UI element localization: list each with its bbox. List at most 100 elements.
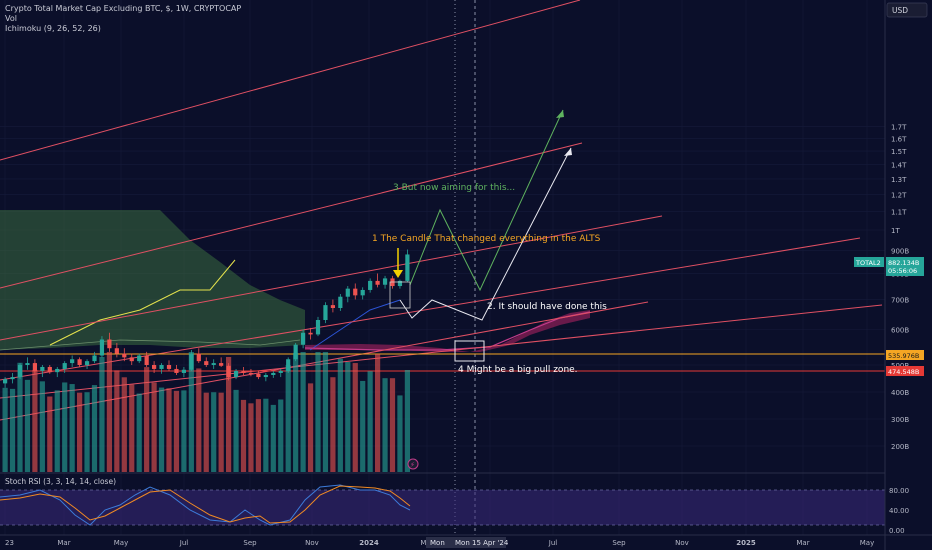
candle-body	[144, 355, 149, 366]
stoch-k-line	[0, 484, 411, 526]
price-label: 600B	[891, 326, 909, 334]
symbol-title[interactable]: Crypto Total Market Cap Excluding BTC, $…	[5, 4, 242, 13]
candle-body	[338, 296, 343, 309]
candle-body	[174, 368, 179, 373]
candle-body	[405, 254, 410, 281]
candle-body	[107, 339, 112, 349]
candle-body	[114, 348, 119, 354]
volume-bar	[226, 356, 232, 472]
projection-white	[399, 147, 572, 321]
candle-body	[55, 368, 60, 373]
volume-bar	[196, 368, 202, 472]
stoch-level-0: 0.00	[889, 527, 905, 535]
volume-bars	[2, 352, 410, 472]
current-price-box	[886, 257, 924, 276]
volume-bar	[293, 352, 299, 472]
candle-body	[263, 375, 268, 378]
price-label: 200B	[891, 443, 909, 451]
price-label: 1.1T	[891, 208, 907, 216]
candle-body	[129, 357, 134, 362]
candle-countdown: 05:56:06	[888, 267, 917, 275]
stoch-label: Stoch RSI (3, 3, 14, 14, close)	[5, 477, 116, 486]
volume-bar	[114, 370, 120, 472]
volume-bar	[285, 365, 291, 472]
volume-bar	[240, 399, 247, 472]
price-label: 1.6T	[891, 135, 907, 143]
volume-bar	[54, 390, 60, 472]
volume-bar	[121, 377, 127, 472]
price-label: 1T	[891, 227, 900, 235]
currency-button-label[interactable]: USD	[892, 6, 908, 15]
candle-body	[397, 280, 403, 287]
volume-bar	[367, 371, 373, 472]
candle-body	[40, 366, 45, 371]
candle-body	[278, 370, 283, 373]
volume-bar	[397, 395, 403, 472]
volume-bar	[151, 382, 157, 472]
volume-bar	[77, 392, 83, 472]
channel-line-4	[0, 237, 861, 381]
volume-bar	[389, 378, 396, 472]
price-label: 1.4T	[891, 161, 907, 169]
yellow-arrow-head	[393, 270, 403, 278]
channel-line-3	[0, 215, 663, 341]
stoch-d-line	[0, 485, 411, 524]
lightning-icon-glyph: ⚡	[410, 461, 415, 469]
support-tag: 535.976B	[888, 352, 919, 360]
ichimoku-legend[interactable]: Ichimoku (9, 26, 52, 26)	[5, 24, 101, 33]
cloud-green-area	[0, 210, 305, 350]
candle-body	[47, 366, 52, 373]
time-label: Mar	[57, 539, 70, 547]
symbol-tag-box	[854, 257, 884, 267]
candle-body	[10, 377, 15, 380]
time-label: Sep	[243, 539, 257, 547]
volume-bar	[255, 399, 261, 472]
volume-bar	[404, 370, 410, 472]
volume-bar	[270, 404, 276, 472]
candle-body	[137, 355, 142, 362]
annotation-candle: 1 The Candle That changed everything in …	[372, 234, 601, 244]
price-label: 1.3T	[891, 176, 907, 184]
candle-body	[122, 353, 127, 358]
volume-bar	[24, 379, 31, 472]
pull-zone-box[interactable]	[454, 340, 485, 362]
volume-bar	[91, 385, 98, 472]
time-label: Jul	[179, 539, 189, 547]
candle-body	[189, 353, 194, 370]
candle-body	[70, 359, 75, 364]
stoch-band	[0, 490, 885, 525]
current-price: 882.134B	[888, 259, 919, 267]
candle-body	[196, 353, 201, 362]
annotation-aiming: 3 But now aiming for this...	[393, 183, 515, 193]
price-label: 1.5T	[891, 148, 907, 156]
candle-body	[315, 319, 321, 335]
candle-body	[92, 355, 97, 362]
candle-body	[248, 372, 254, 374]
time-label: Nov	[675, 539, 689, 547]
cursor-date-box-b	[452, 537, 506, 548]
time-label: Jul	[548, 539, 558, 547]
candle-body	[375, 280, 380, 285]
resistance-tag-box	[886, 366, 924, 376]
candle-body	[353, 288, 358, 296]
volume-bar	[144, 367, 150, 472]
candle-body	[271, 372, 276, 376]
symbol-tag: TOTAL2	[855, 259, 881, 267]
volume-bar	[248, 403, 254, 472]
volume-bar	[17, 362, 23, 472]
lightning-icon[interactable]	[407, 458, 419, 470]
price-label: 1.2T	[891, 191, 907, 199]
volume-bar	[300, 352, 306, 472]
volume-bar	[307, 383, 314, 472]
projection-white-arrowhead	[564, 148, 572, 156]
currency-button[interactable]	[886, 2, 928, 18]
candle-body	[99, 339, 105, 356]
volume-bar	[218, 392, 224, 472]
vol-legend[interactable]: Vol	[5, 14, 17, 23]
volume-bar	[39, 381, 45, 472]
candle-body	[293, 344, 298, 360]
price-label: 900B	[891, 248, 909, 256]
conversion-line	[49, 259, 236, 346]
